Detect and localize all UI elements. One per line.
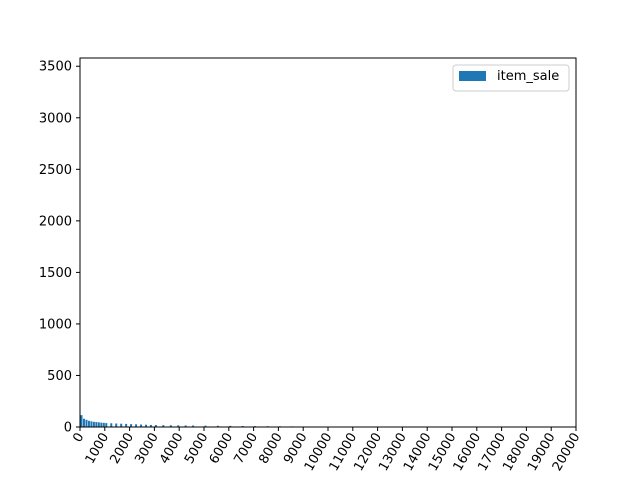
- bar: [241, 425, 244, 427]
- legend-swatch-item-sale: [459, 71, 486, 81]
- legend: item_sale: [452, 64, 570, 92]
- bar: [92, 421, 95, 427]
- y-tick-label: 2500: [39, 163, 72, 178]
- bar: [135, 424, 138, 427]
- bar: [169, 425, 172, 427]
- y-tick-label: 2000: [39, 214, 72, 229]
- x-tick-label: 2000: [108, 431, 138, 467]
- bar: [97, 422, 100, 427]
- bar-series-item-sale: [80, 415, 331, 427]
- x-axis: 0100020003000400050006000700080009000100…: [70, 427, 583, 474]
- bar: [95, 422, 98, 427]
- bar: [229, 425, 232, 427]
- bar: [87, 420, 90, 427]
- bar: [216, 425, 219, 427]
- bar: [85, 419, 88, 427]
- bar: [110, 423, 113, 427]
- y-tick-label: 500: [47, 369, 72, 384]
- x-tick-label: 0: [70, 431, 87, 446]
- x-tick-label: 4000: [157, 431, 187, 467]
- bar: [162, 425, 165, 427]
- plot-frame: [79, 57, 577, 428]
- y-tick-label: 3500: [39, 60, 72, 75]
- y-tick-label: 0: [64, 421, 72, 436]
- y-tick-label: 1000: [39, 317, 72, 332]
- y-axis: 0 500 1000 1500 2000 2500 3000 3500: [39, 60, 80, 436]
- bar: [140, 424, 143, 427]
- bar: [100, 422, 103, 427]
- bar: [82, 418, 85, 427]
- y-tick-label: 3000: [39, 111, 72, 126]
- bar: [192, 425, 195, 427]
- bar: [177, 425, 180, 427]
- bar: [115, 423, 118, 427]
- x-tick-label: 6000: [207, 431, 237, 467]
- x-tick-label: 8000: [256, 431, 286, 467]
- y-tick-label: 1500: [39, 266, 72, 281]
- bar: [154, 425, 157, 427]
- bar: [125, 423, 128, 427]
- bar: [130, 424, 133, 427]
- bar: [204, 425, 207, 427]
- bar: [149, 424, 152, 427]
- bar: [144, 424, 147, 427]
- x-tick-label: 3000: [132, 431, 162, 467]
- x-tick-label: 1000: [83, 431, 113, 467]
- bar: [184, 425, 187, 427]
- bar: [120, 423, 123, 427]
- bar: [102, 422, 105, 427]
- legend-label-item-sale: item_sale: [497, 69, 559, 84]
- x-tick-label: 5000: [182, 431, 212, 467]
- bar: [105, 423, 108, 427]
- bar: [80, 415, 83, 427]
- bar: [90, 421, 93, 427]
- x-tick-label: 7000: [232, 431, 262, 467]
